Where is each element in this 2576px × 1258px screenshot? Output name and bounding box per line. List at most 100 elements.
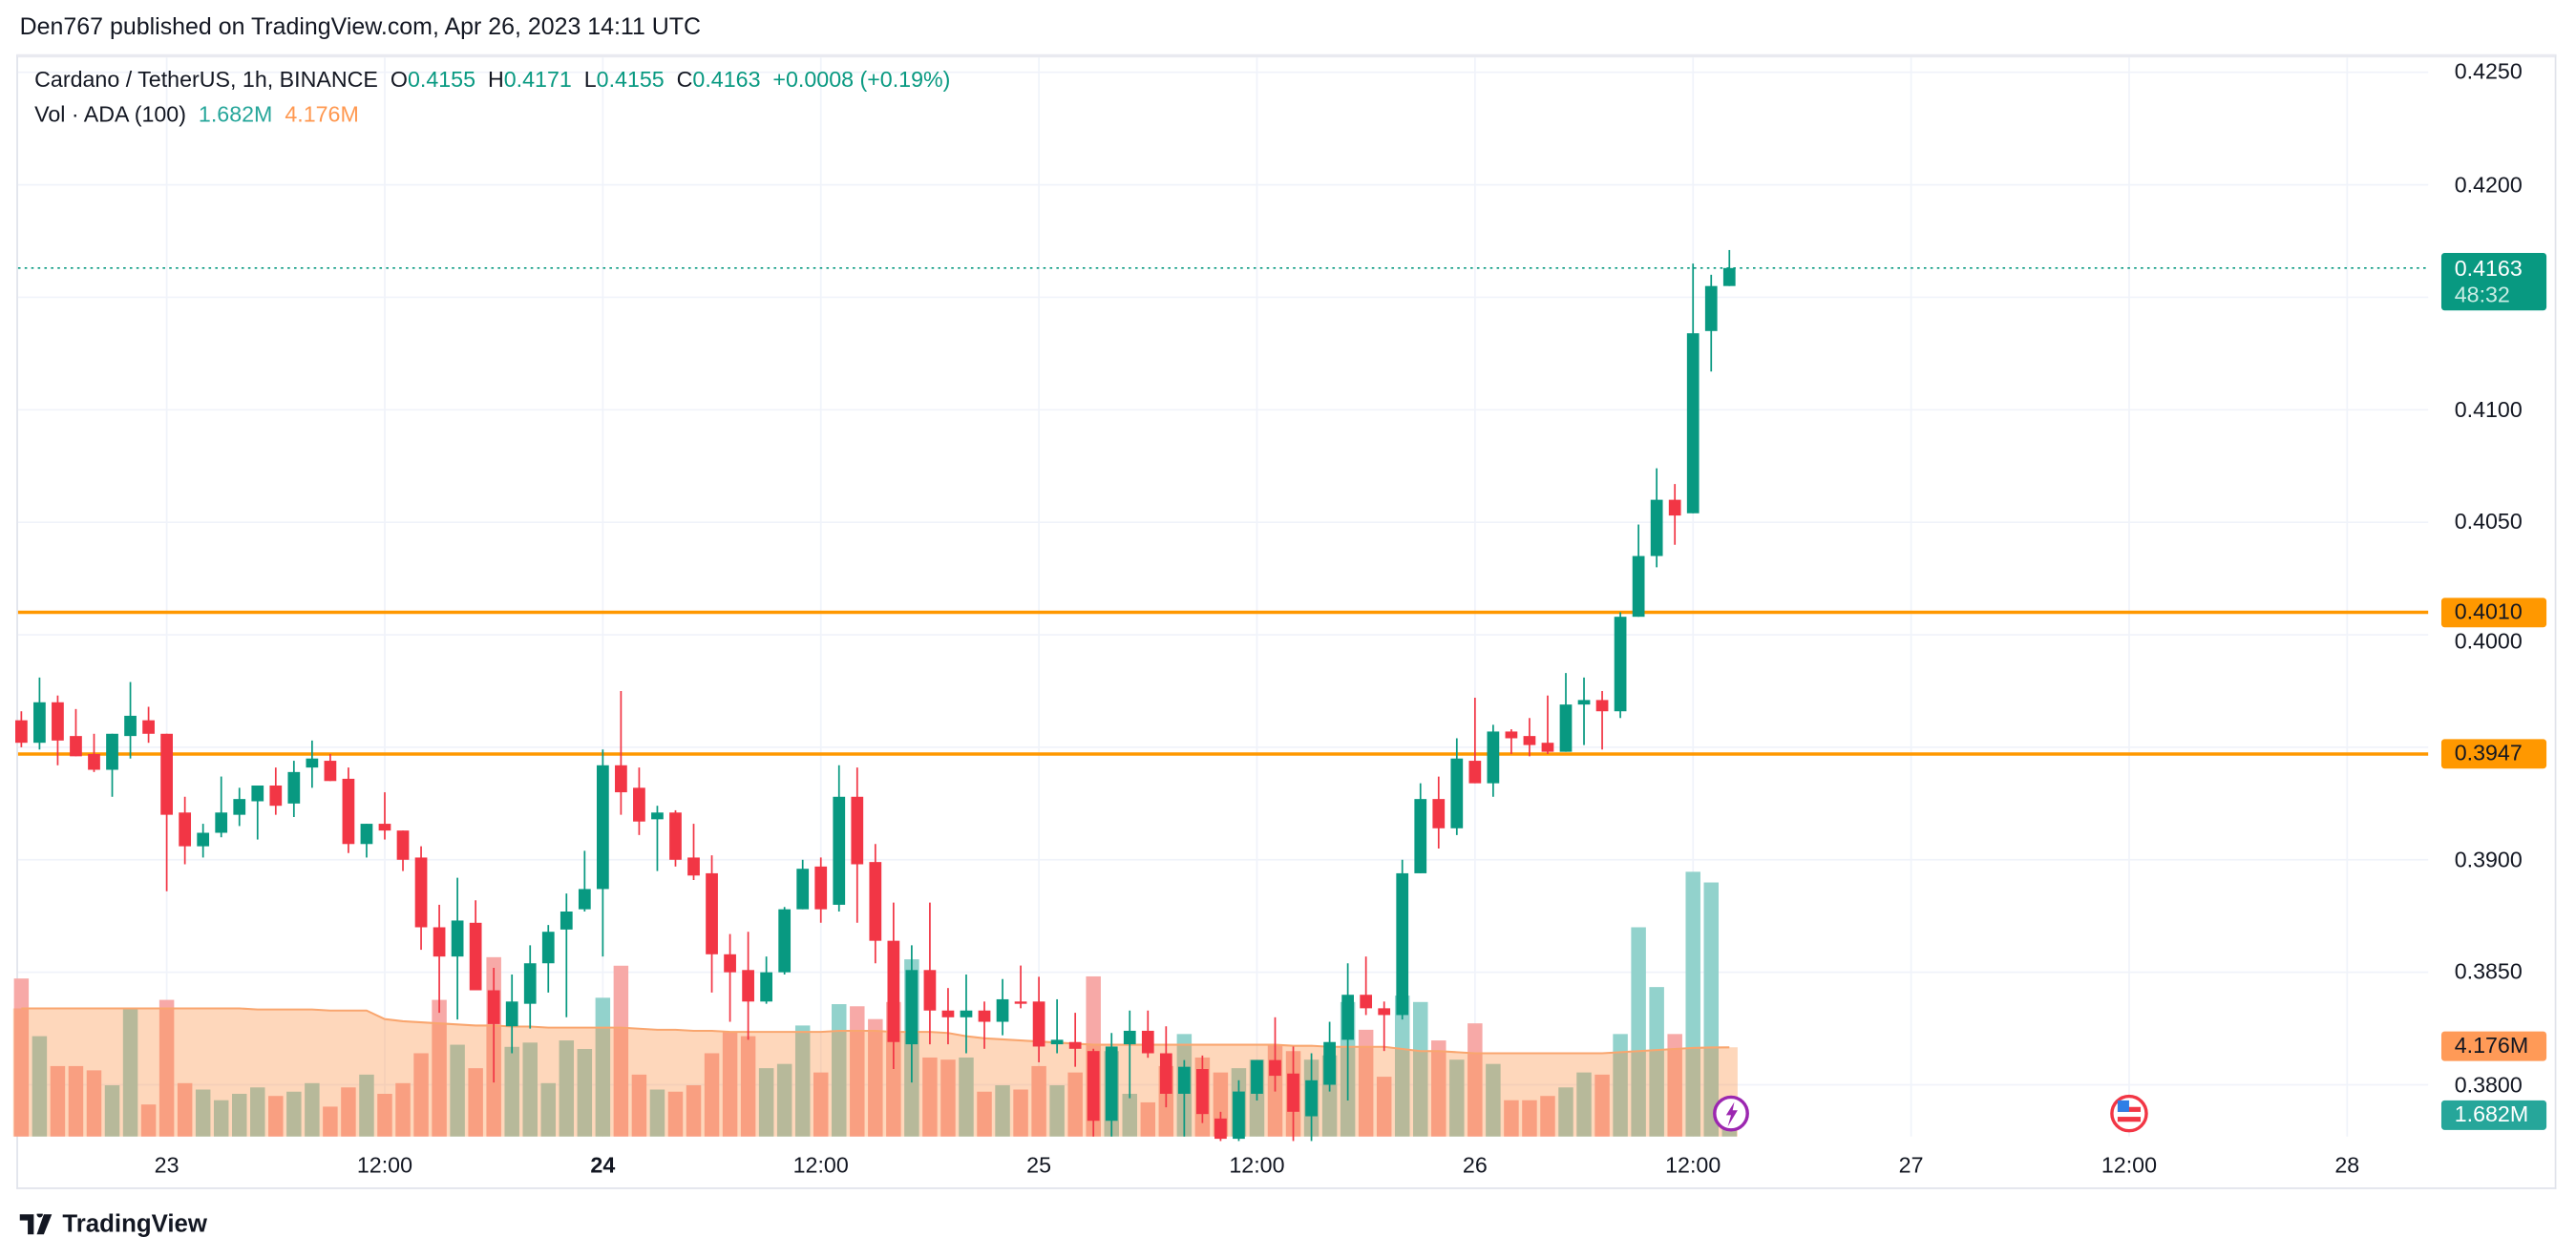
candle xyxy=(578,850,591,912)
candle xyxy=(1632,524,1645,618)
candle xyxy=(1704,274,1718,372)
candle-body xyxy=(724,954,736,973)
candle-body xyxy=(342,778,355,845)
candle-body xyxy=(814,866,828,910)
time-tick-label: 12:00 xyxy=(792,1152,849,1178)
candle-body xyxy=(233,799,246,815)
candle xyxy=(1141,1010,1154,1059)
volume-bar xyxy=(868,1018,883,1137)
candle xyxy=(106,733,118,797)
candle-body xyxy=(1541,743,1554,752)
candle xyxy=(360,824,373,858)
candle-body xyxy=(88,753,100,770)
volume-title[interactable]: Vol · ADA (100) xyxy=(34,101,186,127)
candle xyxy=(1487,724,1500,797)
price-tick-label: 0.4100 xyxy=(2454,396,2523,422)
volume-bar xyxy=(1667,1034,1682,1137)
candle xyxy=(1341,963,1354,1101)
candle-body xyxy=(33,702,46,744)
price-tick-label: 0.4250 xyxy=(2454,58,2523,84)
candle-body xyxy=(306,758,319,768)
volume-bar xyxy=(1594,1074,1610,1137)
volume-bar xyxy=(250,1087,265,1137)
candle-body xyxy=(487,990,500,1024)
volume-bar xyxy=(450,1044,465,1137)
volume-bar xyxy=(1576,1072,1592,1137)
candle-body xyxy=(70,736,82,757)
candle xyxy=(1614,612,1627,719)
volume-bar xyxy=(13,978,30,1137)
tradingview-logo[interactable]: TradingView xyxy=(19,1210,207,1238)
candle xyxy=(251,785,264,840)
candle xyxy=(1123,1010,1136,1099)
candle-body xyxy=(1378,1008,1391,1016)
candle-body xyxy=(414,857,428,928)
candle-body xyxy=(1087,1051,1100,1122)
candle-body xyxy=(706,872,718,954)
candle-body xyxy=(1614,617,1627,712)
candle-body xyxy=(541,932,555,964)
volume-bar xyxy=(1376,1077,1392,1137)
candle xyxy=(233,787,246,827)
candle xyxy=(1468,698,1482,784)
candle xyxy=(1577,677,1591,745)
candle-body xyxy=(1577,700,1591,705)
volume-bar xyxy=(940,1059,956,1137)
volume-bar xyxy=(104,1085,120,1137)
candle xyxy=(306,740,319,788)
candle-body xyxy=(142,720,155,734)
candle-body xyxy=(1595,700,1609,712)
candle xyxy=(1722,249,1736,286)
candle-body xyxy=(469,922,482,991)
time-tick-label: 12:00 xyxy=(356,1152,413,1178)
volume-bar xyxy=(432,999,447,1137)
lightning-icon xyxy=(1713,1095,1749,1132)
candle xyxy=(469,900,482,991)
current-price-tag: 0.4163 48:32 xyxy=(2440,252,2547,311)
candle xyxy=(433,904,446,1014)
candle-body xyxy=(978,1010,991,1022)
candle xyxy=(1014,965,1027,1009)
us-flag-stripe xyxy=(2117,1117,2142,1122)
candle-body xyxy=(1159,1053,1172,1094)
time-tick-label: 25 xyxy=(1026,1152,1052,1178)
candle-body xyxy=(560,912,573,930)
candle-body xyxy=(1196,1069,1209,1115)
candle-body xyxy=(1032,1001,1045,1047)
candle xyxy=(1105,1033,1118,1137)
open-label: O xyxy=(390,67,408,93)
candle-body xyxy=(1141,1030,1154,1054)
price-tick-label: 0.3900 xyxy=(2454,847,2523,871)
time-tick-label: 24 xyxy=(590,1152,616,1178)
candle-body xyxy=(1632,556,1645,618)
candle xyxy=(1360,956,1373,1016)
candle-body xyxy=(1468,761,1482,784)
time-tick-label: 26 xyxy=(1462,1152,1488,1178)
candle xyxy=(887,902,900,1070)
candle-body xyxy=(1323,1041,1336,1085)
candle-body xyxy=(760,972,773,1002)
volume-bar xyxy=(1449,1059,1465,1137)
price-tick-label: 0.4200 xyxy=(2454,171,2523,197)
tradingview-logo-icon xyxy=(19,1213,53,1235)
candle-body xyxy=(1450,758,1464,828)
volume-bar xyxy=(722,1032,738,1137)
level-tag-upper: 0.4010 xyxy=(2440,597,2547,627)
time-tick-label: 23 xyxy=(154,1152,179,1178)
volume-bar xyxy=(231,1093,247,1137)
volume-bar xyxy=(1540,1096,1555,1137)
candle xyxy=(1050,998,1064,1054)
candle-body xyxy=(1050,1039,1064,1045)
price-tick-label: 0.4050 xyxy=(2454,509,2523,535)
symbol-title[interactable]: Cardano / TetherUS, 1h, BINANCE xyxy=(34,67,378,93)
candle xyxy=(378,792,391,840)
volume-bar xyxy=(32,1036,48,1137)
volume-bar xyxy=(68,1065,84,1137)
candle xyxy=(88,733,100,772)
legend-ohlc: Cardano / TetherUS, 1h, BINANCE O0.4155 … xyxy=(34,68,950,94)
candle xyxy=(1233,1080,1245,1142)
time-tick-label: 12:00 xyxy=(1229,1152,1285,1178)
candle-body xyxy=(596,765,609,890)
